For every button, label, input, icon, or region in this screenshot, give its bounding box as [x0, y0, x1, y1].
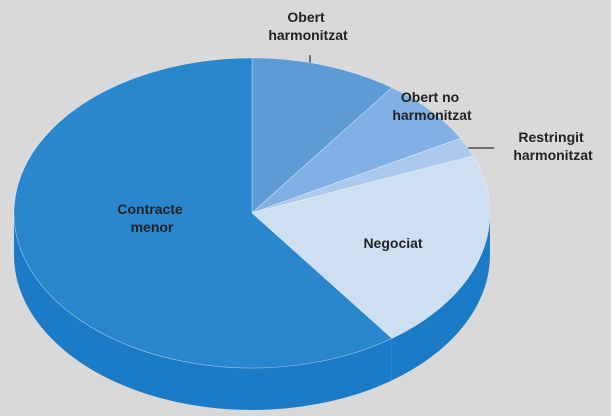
slice-side — [14, 213, 392, 410]
label-line: Contracte — [117, 201, 186, 217]
label-line: Restringit — [518, 129, 587, 145]
slice-label: Negociat — [363, 235, 422, 251]
label-line: harmonitzat — [392, 107, 472, 123]
label-line: menor — [131, 219, 174, 235]
slice-label: Restringit harmonitzat — [513, 129, 593, 163]
label-line: Negociat — [363, 235, 422, 251]
slice-label: Contracte menor — [117, 201, 186, 235]
label-line: Obert — [287, 9, 328, 25]
slice — [251, 87, 462, 214]
slice — [251, 57, 393, 214]
slice-label: Obert no harmonitzat — [392, 89, 472, 123]
slice — [251, 155, 491, 339]
label-line: Obert no — [401, 89, 463, 105]
label-line: harmonitzat — [513, 147, 593, 163]
slice-side — [391, 213, 490, 381]
slice-label: Obert harmonitzat — [268, 9, 348, 43]
label-line: harmonitzat — [268, 27, 348, 43]
slice — [13, 57, 393, 369]
